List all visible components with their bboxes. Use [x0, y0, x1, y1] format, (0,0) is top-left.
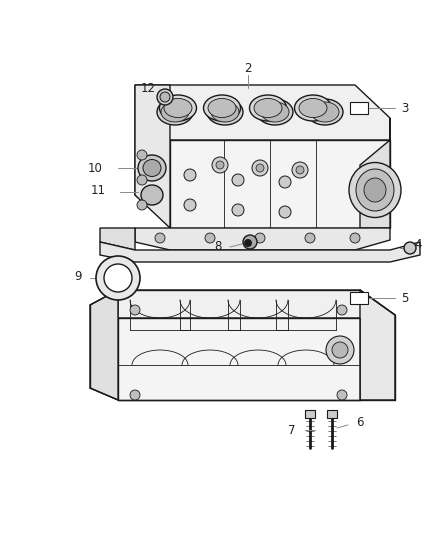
Ellipse shape — [208, 99, 236, 117]
Text: 10: 10 — [88, 161, 102, 174]
Ellipse shape — [161, 102, 189, 122]
Ellipse shape — [211, 102, 239, 122]
Ellipse shape — [311, 102, 339, 122]
Ellipse shape — [157, 99, 193, 125]
Circle shape — [337, 390, 347, 400]
Text: 9: 9 — [74, 271, 82, 284]
Text: 6: 6 — [356, 416, 364, 429]
Ellipse shape — [349, 163, 401, 217]
Polygon shape — [90, 290, 118, 400]
Circle shape — [212, 157, 228, 173]
Circle shape — [137, 150, 147, 160]
Ellipse shape — [250, 95, 286, 121]
Text: 3: 3 — [401, 101, 409, 115]
Polygon shape — [135, 228, 390, 250]
Circle shape — [137, 200, 147, 210]
Circle shape — [255, 233, 265, 243]
Circle shape — [279, 206, 291, 218]
Polygon shape — [360, 290, 395, 400]
Text: 11: 11 — [91, 183, 106, 197]
Text: 7: 7 — [288, 424, 296, 437]
Polygon shape — [327, 410, 337, 418]
Circle shape — [404, 242, 416, 254]
Ellipse shape — [307, 99, 343, 125]
Text: 2: 2 — [244, 61, 252, 75]
Circle shape — [332, 342, 348, 358]
Polygon shape — [350, 292, 368, 304]
Circle shape — [296, 166, 304, 174]
Ellipse shape — [204, 95, 240, 121]
Ellipse shape — [261, 102, 289, 122]
Circle shape — [137, 175, 147, 185]
Polygon shape — [118, 290, 395, 330]
Polygon shape — [170, 140, 390, 228]
Circle shape — [292, 162, 308, 178]
Circle shape — [104, 264, 132, 292]
Circle shape — [244, 239, 252, 247]
Ellipse shape — [254, 99, 282, 117]
Ellipse shape — [207, 99, 243, 125]
Text: 12: 12 — [141, 82, 155, 94]
Polygon shape — [100, 242, 420, 262]
Ellipse shape — [141, 185, 163, 205]
Polygon shape — [305, 410, 315, 418]
Polygon shape — [350, 102, 368, 114]
Ellipse shape — [143, 159, 161, 176]
Circle shape — [305, 233, 315, 243]
Circle shape — [216, 161, 224, 169]
Circle shape — [232, 204, 244, 216]
Text: 8: 8 — [214, 240, 222, 254]
Circle shape — [326, 336, 354, 364]
Circle shape — [232, 174, 244, 186]
Circle shape — [184, 169, 196, 181]
Ellipse shape — [356, 169, 394, 211]
Ellipse shape — [294, 95, 332, 121]
Circle shape — [252, 160, 268, 176]
Ellipse shape — [257, 99, 293, 125]
Ellipse shape — [164, 99, 192, 117]
Circle shape — [256, 164, 264, 172]
Ellipse shape — [299, 99, 327, 117]
Circle shape — [184, 199, 196, 211]
Text: 5: 5 — [401, 292, 409, 304]
Polygon shape — [360, 118, 390, 228]
Circle shape — [337, 305, 347, 315]
Circle shape — [350, 233, 360, 243]
Ellipse shape — [138, 155, 166, 181]
Ellipse shape — [364, 178, 386, 202]
Circle shape — [160, 92, 170, 102]
Ellipse shape — [159, 95, 197, 121]
Circle shape — [130, 305, 140, 315]
Circle shape — [279, 176, 291, 188]
Polygon shape — [135, 110, 170, 225]
Polygon shape — [118, 318, 360, 400]
Circle shape — [157, 89, 173, 105]
Circle shape — [155, 233, 165, 243]
Text: 4: 4 — [414, 238, 422, 252]
Polygon shape — [135, 85, 170, 228]
Circle shape — [205, 233, 215, 243]
Circle shape — [130, 390, 140, 400]
Polygon shape — [135, 85, 390, 140]
Polygon shape — [100, 228, 135, 250]
Circle shape — [243, 235, 257, 249]
Circle shape — [96, 256, 140, 300]
